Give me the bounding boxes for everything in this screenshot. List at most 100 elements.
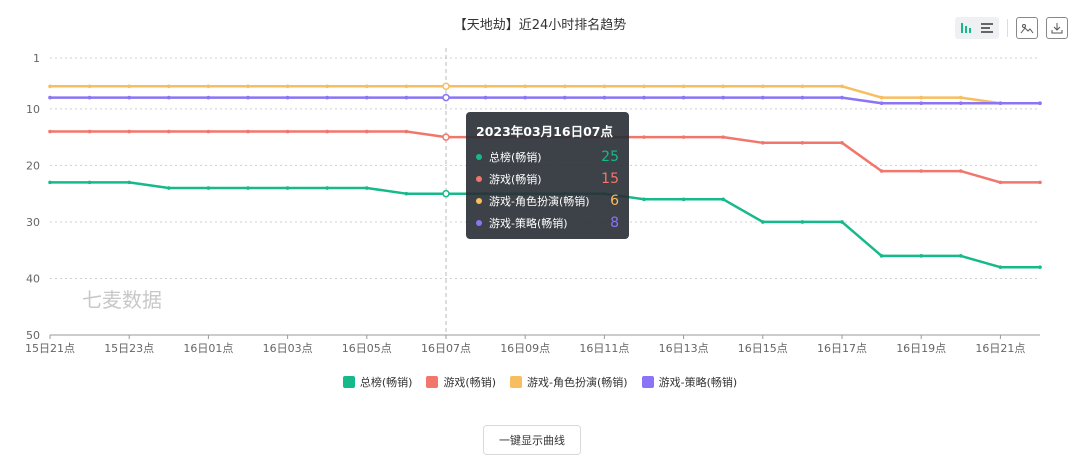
data-point xyxy=(87,95,92,100)
legend-label: 总榜(畅销) xyxy=(359,376,413,389)
highlight-point xyxy=(442,93,450,102)
data-point xyxy=(642,197,646,202)
data-point xyxy=(48,84,52,89)
data-point xyxy=(523,84,527,89)
data-point xyxy=(919,254,923,258)
legend-item[interactable]: 游戏(畅销) xyxy=(426,374,496,390)
data-point xyxy=(800,84,805,89)
data-point xyxy=(206,95,211,100)
data-point xyxy=(285,95,290,100)
x-tick-label: 16日07点 xyxy=(421,342,471,355)
legend-item[interactable]: 游戏-角色扮演(畅销) xyxy=(510,374,628,390)
data-point xyxy=(365,84,369,89)
chart-legend: 总榜(畅销) 游戏(畅销) 游戏-角色扮演(畅销) 游戏-策略(畅销) xyxy=(0,374,1080,390)
series-line xyxy=(50,96,1040,105)
data-point xyxy=(523,95,527,100)
x-tick-label: 16日01点 xyxy=(183,342,233,355)
data-point xyxy=(563,84,567,89)
legend-swatch xyxy=(641,376,654,388)
show-curves-button[interactable]: 一键显示曲线 xyxy=(483,425,581,455)
y-tick-label: 50 xyxy=(26,329,40,342)
tooltip-series-value: 25 xyxy=(601,149,619,165)
download-icon[interactable] xyxy=(1046,17,1068,39)
toolbar-divider xyxy=(1007,19,1008,37)
tooltip-dot xyxy=(476,154,482,160)
data-point xyxy=(721,197,725,202)
data-point xyxy=(325,129,330,134)
data-point xyxy=(761,84,765,89)
data-point xyxy=(800,140,805,145)
tooltip-series-name: 游戏(畅销) xyxy=(489,173,542,186)
data-point xyxy=(681,95,686,100)
data-point xyxy=(365,95,369,100)
legend-label: 游戏-策略(畅销) xyxy=(658,376,738,389)
x-tick-label: 16日09点 xyxy=(500,342,550,355)
data-point xyxy=(642,135,646,139)
image-icon[interactable] xyxy=(1016,17,1038,39)
data-point xyxy=(87,180,92,185)
data-point xyxy=(721,135,725,139)
legend-swatch xyxy=(426,376,439,388)
data-point xyxy=(325,84,330,89)
data-point xyxy=(681,135,686,139)
data-point xyxy=(1038,180,1042,185)
x-tick-label: 16日17点 xyxy=(817,342,867,355)
tooltip-dot xyxy=(476,176,482,182)
data-point xyxy=(800,220,805,224)
data-point xyxy=(602,95,607,100)
data-point xyxy=(48,129,52,134)
highlight-point xyxy=(442,82,450,91)
watermark: 七麦数据 xyxy=(82,288,162,312)
highlight-point xyxy=(442,189,450,198)
data-point xyxy=(642,84,646,89)
data-point xyxy=(879,95,884,100)
bar-chart-icon[interactable] xyxy=(958,18,976,38)
data-point xyxy=(563,95,567,100)
x-tick-label: 15日21点 xyxy=(25,342,75,355)
data-point xyxy=(365,129,369,134)
data-point xyxy=(246,186,250,190)
tooltip-dot xyxy=(476,198,482,204)
chart-title: 【天地劫】近24小时排名趋势 xyxy=(453,18,627,33)
data-point xyxy=(761,95,765,100)
legend-item[interactable]: 游戏-策略(畅销) xyxy=(641,374,738,390)
tooltip-series-name: 游戏-策略(畅销) xyxy=(489,217,568,230)
data-point xyxy=(879,169,884,173)
y-tick-label: 20 xyxy=(26,159,40,172)
chart-tooltip: 2023年03月16日07点 总榜(畅销) 25 游戏(畅销) 15 游戏-角色… xyxy=(466,112,629,239)
data-point xyxy=(127,84,131,89)
x-tick-label: 16日11点 xyxy=(579,342,629,355)
data-point xyxy=(404,84,409,89)
data-point xyxy=(87,129,92,134)
data-point xyxy=(879,254,884,258)
data-point xyxy=(483,84,488,89)
data-point xyxy=(483,95,488,100)
list-icon[interactable] xyxy=(978,18,996,38)
data-point xyxy=(285,129,290,134)
data-point xyxy=(681,84,686,89)
data-point xyxy=(404,191,409,196)
data-point xyxy=(1038,101,1042,106)
data-point xyxy=(48,95,52,100)
data-point xyxy=(127,129,131,134)
data-point xyxy=(602,84,607,89)
data-point xyxy=(840,84,844,89)
data-point xyxy=(1038,265,1042,269)
tooltip-series-name: 游戏-角色扮演(畅销) xyxy=(489,195,590,208)
data-point xyxy=(998,101,1003,106)
x-tick-label: 16日19点 xyxy=(896,342,946,355)
data-point xyxy=(800,95,805,100)
legend-item[interactable]: 总榜(畅销) xyxy=(342,374,413,390)
data-point xyxy=(206,129,211,134)
data-point xyxy=(167,129,171,134)
data-point xyxy=(285,84,290,89)
data-point xyxy=(167,84,171,89)
tooltip-dot xyxy=(476,220,482,226)
tooltip-series-name: 总榜(畅销) xyxy=(489,151,542,164)
tooltip-row: 总榜(畅销) 25 xyxy=(476,146,619,168)
data-point xyxy=(127,180,131,185)
legend-swatch xyxy=(342,376,355,388)
legend-label: 游戏(畅销) xyxy=(443,376,497,389)
series-line xyxy=(50,85,1040,105)
data-point xyxy=(721,84,725,89)
